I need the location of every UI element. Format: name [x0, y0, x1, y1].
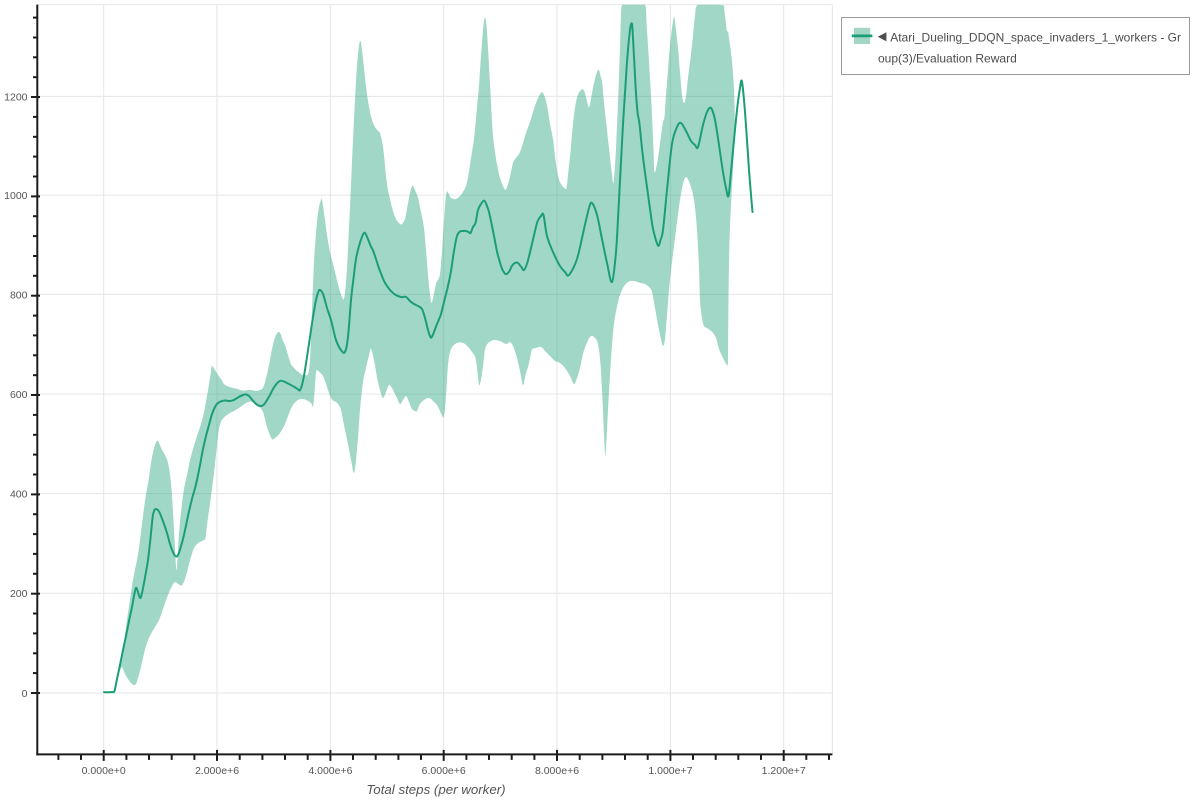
svg-text:1.000e+7: 1.000e+7 [648, 765, 692, 777]
svg-text:4.000e+6: 4.000e+6 [308, 765, 352, 777]
svg-text:1.200e+7: 1.200e+7 [762, 765, 806, 777]
svg-text:0.000e+0: 0.000e+0 [82, 765, 126, 777]
svg-text:200: 200 [10, 588, 28, 600]
svg-text:Total steps (per worker): Total steps (per worker) [366, 782, 505, 797]
svg-text:Atari_Dueling_DDQN_space_invad: Atari_Dueling_DDQN_space_invaders_1_work… [890, 30, 1181, 44]
svg-text:400: 400 [10, 489, 28, 501]
svg-text:1200: 1200 [4, 91, 28, 103]
svg-text:1000: 1000 [4, 190, 28, 202]
svg-text:600: 600 [10, 389, 28, 401]
svg-text:0: 0 [22, 688, 28, 700]
svg-text:oup(3)/Evaluation Reward: oup(3)/Evaluation Reward [878, 52, 1017, 66]
svg-text:800: 800 [10, 289, 28, 301]
svg-text:2.000e+6: 2.000e+6 [195, 765, 239, 777]
svg-text:8.000e+6: 8.000e+6 [535, 765, 579, 777]
svg-text:6.000e+6: 6.000e+6 [422, 765, 466, 777]
